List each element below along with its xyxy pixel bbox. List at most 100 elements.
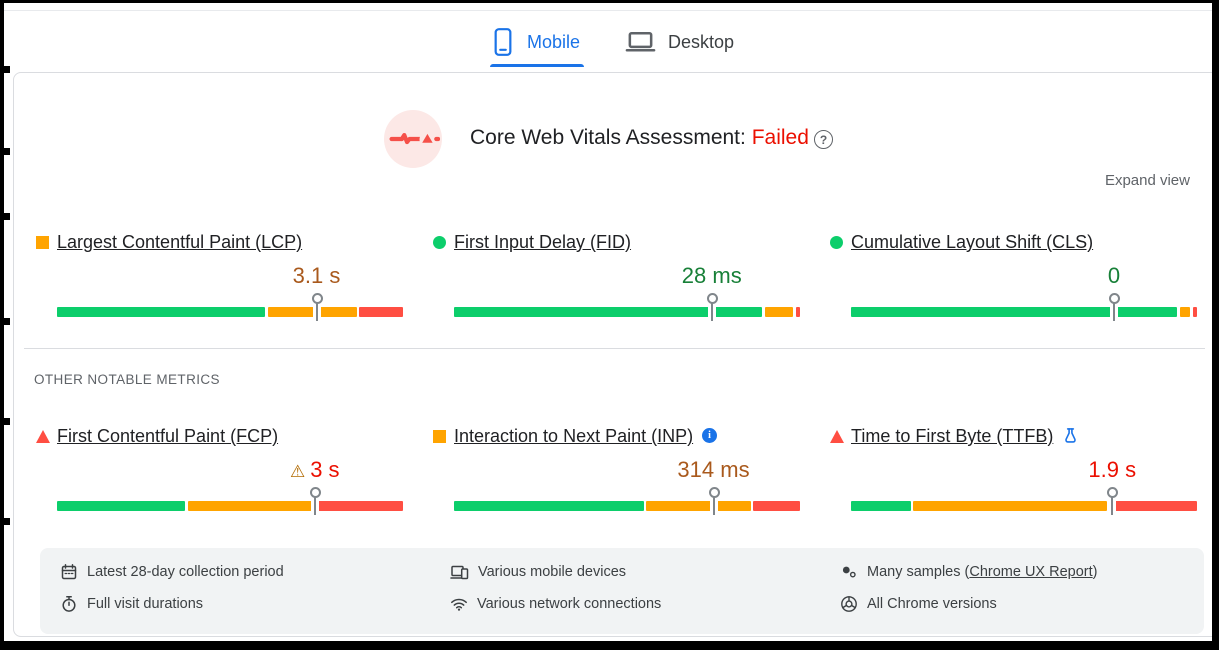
screenshot-frame-bottom <box>0 641 1219 650</box>
circle-bullet-icon <box>433 236 446 249</box>
core-metrics-row: Largest Contentful Paint (LCP) 3.1 s First… <box>36 232 1219 321</box>
footer-item-chrome: All Chrome versions <box>840 595 997 613</box>
frame-notch <box>0 318 10 325</box>
devices-icon <box>450 563 469 581</box>
footer-item-devices: Various mobile devices <box>450 563 626 581</box>
metric-inp: Interaction to Next Paint (INP) i 314 ms <box>433 426 830 515</box>
frame-notch <box>0 518 10 525</box>
bar-segment <box>359 307 403 317</box>
p75-marker-pin <box>710 303 713 321</box>
samples-icon <box>840 563 858 581</box>
footer-item-label: Various mobile devices <box>478 564 627 580</box>
bar-segment <box>1109 501 1197 511</box>
tab-desktop[interactable]: Desktop <box>625 31 734 53</box>
bar-segment <box>454 501 644 511</box>
section-divider <box>24 348 1205 349</box>
bar-segment <box>57 307 265 317</box>
circle-bullet-icon <box>830 236 843 249</box>
triangle-bullet-icon <box>36 430 50 443</box>
metric-title-fcp[interactable]: First Contentful Paint (FCP) <box>57 426 279 446</box>
metric-fcp: First Contentful Paint (FCP) ⚠ 3 s <box>36 426 433 515</box>
p75-marker-head <box>1108 293 1120 304</box>
tab-desktop-label: Desktop <box>668 31 735 52</box>
metric-title-fid[interactable]: First Input Delay (FID) <box>454 232 632 252</box>
p75-marker-pin <box>1112 303 1115 321</box>
frame-notch <box>0 66 10 73</box>
metric-value-fcp: ⚠ 3 s <box>289 457 340 482</box>
bar-segment <box>764 307 793 317</box>
network-icon <box>450 595 468 613</box>
metric-title-ttfb[interactable]: Time to First Byte (TTFB) <box>851 426 1054 446</box>
metric-value-ttfb: 1.9 s <box>1088 457 1137 482</box>
bar-segment <box>188 501 312 511</box>
metric-distribution-bar-fid <box>454 293 800 321</box>
bar-segment <box>753 501 800 511</box>
p75-marker-pin <box>315 303 318 321</box>
active-tab-underline <box>490 64 584 67</box>
screenshot-frame-top <box>0 0 1219 3</box>
metric-distribution-bar-lcp <box>57 293 403 321</box>
p75-marker-head <box>708 487 720 498</box>
metric-lcp: Largest Contentful Paint (LCP) 3.1 s <box>36 232 433 321</box>
assessment-status: Failed <box>751 126 809 149</box>
screenshot-frame-left <box>0 0 4 650</box>
flask-icon[interactable] <box>1062 427 1079 447</box>
metric-distribution-bar-fcp <box>57 487 403 515</box>
footer-item-network: Various network connections <box>450 595 661 613</box>
p75-marker-head <box>706 293 718 304</box>
bar-segment <box>1192 307 1197 317</box>
footer-item-label: All Chrome versions <box>867 596 997 612</box>
screenshot-frame-right <box>1212 0 1219 650</box>
metric-title-inp[interactable]: Interaction to Next Paint (INP) <box>454 426 694 446</box>
metric-value-cls: 0 <box>1107 263 1121 288</box>
bar-segment <box>851 501 911 511</box>
help-icon[interactable]: ? <box>814 130 833 149</box>
outer-card-top-border <box>4 10 1212 11</box>
bar-segment <box>267 307 357 317</box>
p75-marker-head <box>311 293 323 304</box>
other-metrics-row: First Contentful Paint (FCP) ⚠ 3 s Interact… <box>36 426 1219 515</box>
metric-value-fid: 28 ms <box>681 263 742 288</box>
chrome-ux-report-link[interactable]: Chrome UX Report <box>969 564 1093 580</box>
bar-segment <box>57 501 186 511</box>
footer-item-label: Latest 28-day collection period <box>87 564 284 580</box>
chrome-icon <box>840 595 858 613</box>
square-bullet-icon <box>36 236 49 249</box>
metric-ttfb: Time to First Byte (TTFB) 1.9 s <box>830 426 1219 515</box>
p75-marker-head <box>1107 487 1119 498</box>
frame-notch <box>0 418 10 425</box>
info-icon[interactable]: i <box>702 427 717 445</box>
expand-view-button[interactable]: Expand view <box>1104 172 1190 189</box>
assessment-title: Core Web Vitals Assessment: Failed <box>470 126 809 150</box>
footer-item-label: Many samples (Chrome UX Report) <box>867 564 1098 580</box>
bar-segment <box>454 307 762 317</box>
laptop-icon <box>625 31 656 53</box>
bar-segment <box>912 501 1107 511</box>
p75-marker-pin <box>712 497 715 515</box>
metric-title-lcp[interactable]: Largest Contentful Paint (LCP) <box>57 232 303 252</box>
bar-segment <box>851 307 1178 317</box>
metric-value-inp: 314 ms <box>677 457 750 482</box>
assessment-label: Core Web Vitals Assessment: <box>470 126 746 149</box>
stopwatch-icon <box>60 595 78 613</box>
p75-marker-pin <box>1111 497 1114 515</box>
tab-mobile-label: Mobile <box>527 31 581 52</box>
metric-distribution-bar-cls <box>851 293 1197 321</box>
bar-segment <box>795 307 800 317</box>
warning-icon: ⚠ <box>289 462 306 481</box>
metric-value-lcp: 3.1 s <box>292 263 341 288</box>
bar-segment <box>314 501 403 511</box>
p75-marker-pin <box>313 497 316 515</box>
metric-cls: Cumulative Layout Shift (CLS) 0 <box>830 232 1219 321</box>
calendar-icon <box>60 563 78 581</box>
frame-notch <box>0 148 10 155</box>
footer-item-label: Full visit durations <box>87 596 204 612</box>
phone-icon <box>492 27 514 57</box>
metric-distribution-bar-ttfb <box>851 487 1197 515</box>
footer-item-calendar: Latest 28-day collection period <box>60 563 284 581</box>
bar-segment <box>646 501 751 511</box>
tab-mobile[interactable]: Mobile <box>492 27 580 57</box>
metric-distribution-bar-inp <box>454 487 800 515</box>
metric-title-cls[interactable]: Cumulative Layout Shift (CLS) <box>851 232 1094 252</box>
other-metrics-heading: OTHER NOTABLE METRICS <box>34 372 220 387</box>
